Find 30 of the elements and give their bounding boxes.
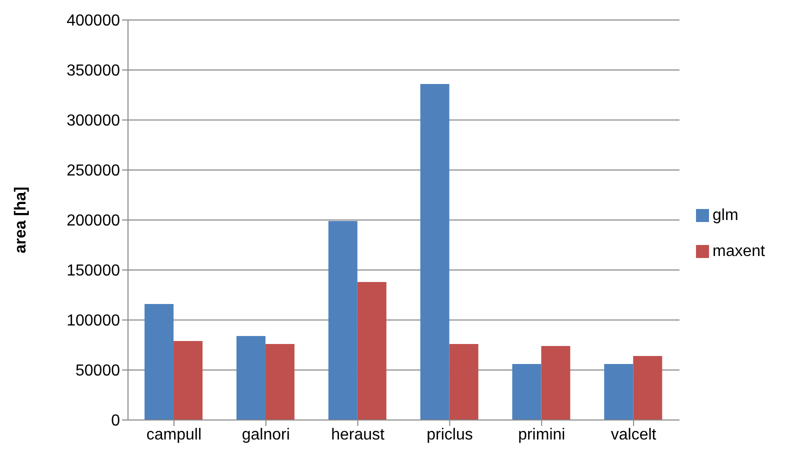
legend-label: glm: [712, 207, 738, 224]
x-tick-label: primini: [518, 426, 566, 444]
legend-label: maxent: [712, 243, 765, 260]
y-tick-label: 200000: [66, 212, 120, 230]
x-tick-label: campull: [146, 426, 202, 444]
bar: [449, 344, 478, 420]
y-tick-label: 100000: [66, 312, 120, 330]
bar: [328, 221, 358, 420]
bar: [633, 356, 662, 420]
y-tick-label: 250000: [66, 162, 120, 180]
bar: [144, 304, 174, 420]
y-axis-title: area [ha]: [12, 186, 30, 254]
bar: [541, 346, 570, 420]
y-tick-label: 0: [111, 412, 120, 430]
x-tick-label: priclus: [426, 426, 473, 444]
bar: [420, 84, 450, 420]
x-tick-label: valcelt: [610, 426, 657, 444]
bar: [604, 364, 634, 420]
bar: [236, 336, 266, 420]
y-tick-label: 300000: [66, 112, 120, 130]
bar: [357, 282, 386, 420]
y-tick-label: 400000: [66, 12, 120, 30]
bar: [174, 341, 203, 420]
bar: [265, 344, 294, 420]
x-tick-label: galnori: [242, 426, 290, 444]
bar: [512, 364, 542, 420]
y-tick-label: 150000: [66, 262, 120, 280]
x-tick-label: heraust: [331, 426, 386, 444]
y-tick-label: 350000: [66, 62, 120, 80]
y-tick-label: 50000: [76, 362, 120, 380]
